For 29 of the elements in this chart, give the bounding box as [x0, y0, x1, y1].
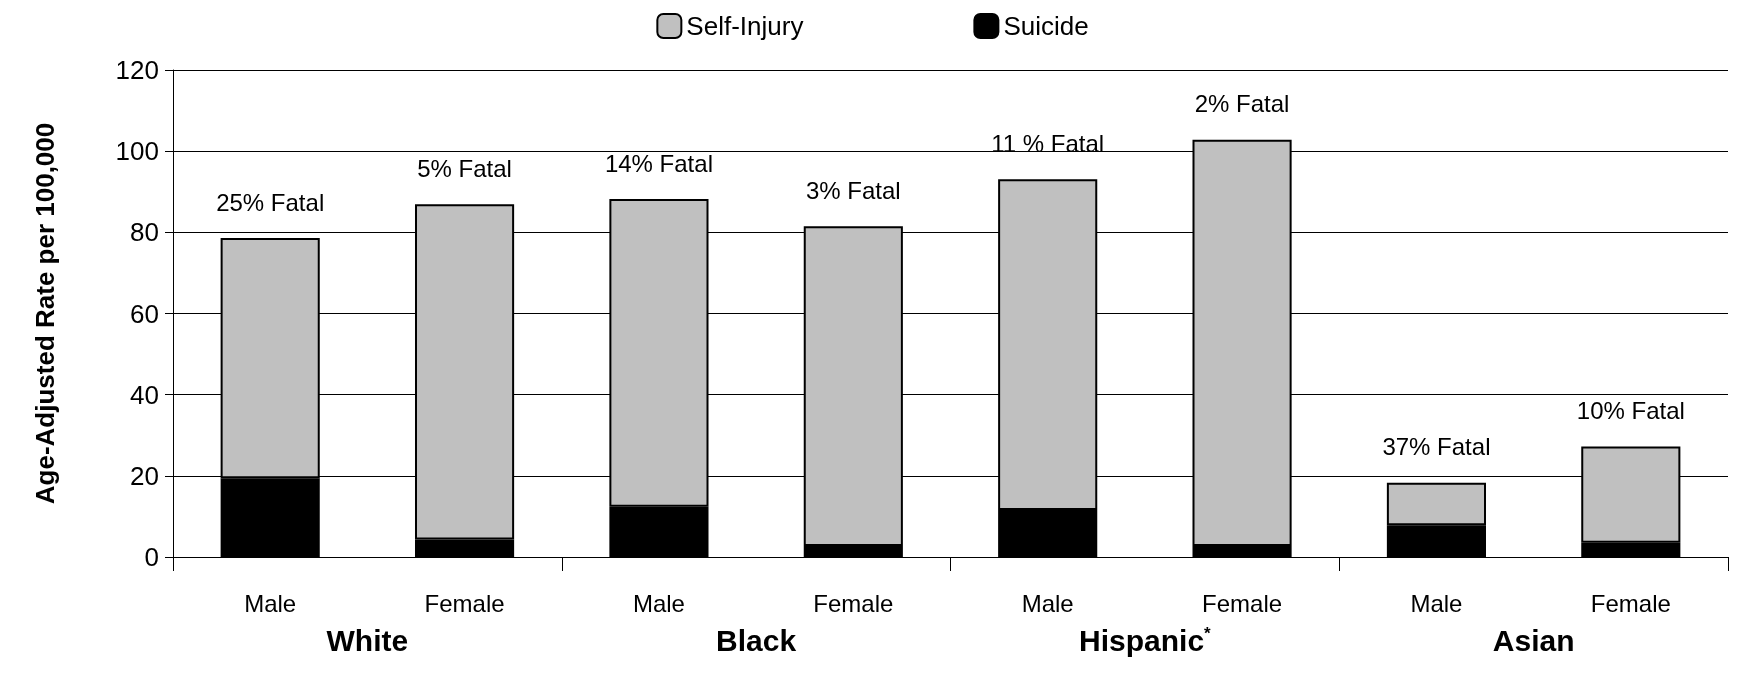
x-tick-label: Female: [1590, 589, 1671, 617]
text: Asian: [1492, 623, 1575, 657]
y-tick-label: 0: [144, 542, 159, 572]
legend-label: Suicide: [1003, 11, 1089, 41]
x-tick-label: Female: [813, 589, 894, 617]
x-tick-label: Female: [1202, 589, 1283, 617]
x-tick-label: Female: [424, 589, 505, 617]
annotation: 14% Fatal: [604, 149, 713, 177]
legend-label: Self-Injury: [686, 11, 804, 41]
annotation: 37% Fatal: [1382, 433, 1491, 461]
x-tick-label: Male: [1410, 589, 1463, 617]
annotation: 10% Fatal: [1576, 397, 1685, 425]
text: Hispanic*: [1079, 624, 1212, 657]
y-tick-label: 80: [130, 217, 159, 248]
annotation: 5% Fatal: [417, 154, 512, 182]
y-tick-label: 60: [130, 298, 159, 329]
text: White: [326, 623, 409, 657]
y-tick-label: 100: [115, 136, 159, 167]
y-tick-label: 120: [115, 55, 159, 85]
x-tick-label: Male: [244, 589, 297, 617]
y-axis-title: Age-Adjusted Rate per 100,000: [30, 122, 60, 505]
x-tick-label: Male: [1021, 589, 1074, 617]
x-tick-label: Male: [632, 589, 685, 617]
text: Black: [716, 623, 797, 657]
annotation: 2% Fatal: [1194, 90, 1290, 118]
annotation: 25% Fatal: [216, 188, 325, 216]
y-tick-label: 20: [130, 460, 159, 491]
y-tick-label: 40: [130, 379, 159, 410]
annotation: 3% Fatal: [805, 176, 901, 204]
